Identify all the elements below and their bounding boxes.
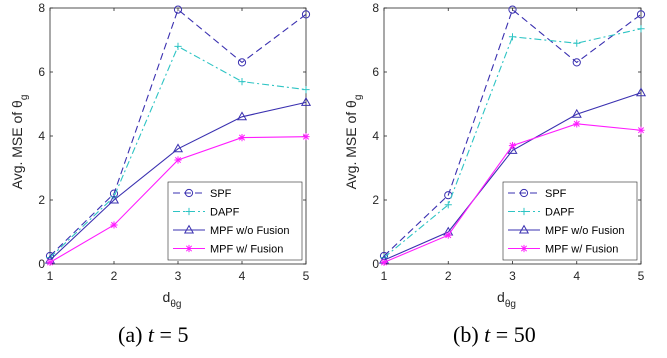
y-tick-label: 2 bbox=[372, 193, 379, 207]
legend-label: MPF w/ Fusion bbox=[545, 244, 618, 256]
data-point bbox=[380, 258, 388, 266]
data-point bbox=[302, 86, 310, 94]
y-tick-label: 0 bbox=[372, 257, 379, 271]
data-point bbox=[238, 78, 246, 86]
y-tick-label: 8 bbox=[372, 1, 379, 15]
data-point bbox=[108, 194, 120, 204]
data-point bbox=[237, 58, 247, 67]
data-point bbox=[236, 111, 248, 121]
data-point bbox=[172, 143, 184, 153]
data-point bbox=[573, 120, 581, 128]
y-tick-label: 2 bbox=[38, 193, 45, 207]
data-point bbox=[508, 33, 517, 41]
data-point bbox=[571, 108, 582, 118]
legend-marker bbox=[520, 244, 528, 253]
data-point bbox=[572, 58, 581, 67]
series-line bbox=[383, 92, 642, 261]
y-tick-label: 4 bbox=[372, 129, 379, 143]
x-tick-label: 3 bbox=[509, 269, 516, 283]
x-tick-label: 1 bbox=[47, 269, 54, 283]
data-point bbox=[508, 142, 517, 150]
legend: SPF DAPF MPF w/o Fusion MPF w/ Fusion bbox=[167, 181, 303, 261]
legend: SPF DAPF MPF w/o Fusion MPF w/ Fusion bbox=[502, 181, 638, 261]
chart-panel-1: 1 2 3 4 5 0 2 4 6 8 dθg Avg. MSE of θg SPF DAPF MPF w/… bbox=[343, 1, 647, 310]
legend-marker bbox=[519, 188, 529, 198]
legend-label: DAPF bbox=[545, 207, 575, 219]
data-point bbox=[636, 10, 646, 19]
data-point bbox=[301, 10, 311, 19]
legend-label: SPF bbox=[210, 188, 232, 200]
x-tick-label: 2 bbox=[111, 269, 118, 283]
legend-marker bbox=[184, 188, 194, 198]
data-point bbox=[573, 39, 581, 47]
x-tick-label: 1 bbox=[381, 269, 388, 283]
series-line bbox=[49, 8, 307, 257]
y-tick-label: 8 bbox=[38, 1, 45, 15]
data-point bbox=[110, 193, 118, 201]
data-point bbox=[508, 5, 517, 14]
y-tick-label: 4 bbox=[38, 129, 45, 143]
data-point bbox=[46, 258, 54, 266]
x-tick-label: 5 bbox=[638, 269, 645, 283]
legend-marker bbox=[520, 207, 528, 216]
legend-label: SPF bbox=[545, 188, 567, 200]
caption-b: (b) t = 50 bbox=[453, 322, 536, 347]
data-point bbox=[300, 96, 312, 106]
data-point bbox=[507, 144, 518, 154]
y-axis-label: Avg. MSE of θg bbox=[343, 95, 364, 190]
x-tick-label: 3 bbox=[175, 269, 182, 283]
legend-marker bbox=[183, 224, 195, 234]
data-point bbox=[110, 221, 118, 229]
x-axis-label: dθg bbox=[497, 289, 516, 310]
data-point bbox=[637, 25, 645, 33]
x-axis-label: dθg bbox=[163, 289, 182, 310]
legend-label: MPF w/o Fusion bbox=[210, 225, 289, 237]
data-point bbox=[635, 87, 647, 97]
y-axis-label: Avg. MSE of θg bbox=[9, 95, 30, 190]
legend-marker bbox=[185, 207, 193, 216]
series-mpf-w-fusion bbox=[46, 133, 310, 266]
series-mpf-w-fusion bbox=[380, 120, 645, 266]
data-point bbox=[637, 126, 645, 134]
chart-panel-0: 1 2 3 4 5 0 2 4 6 8 dθg Avg. MSE of θg SPF DAPF MPF w/… bbox=[9, 1, 312, 310]
caption-a: (a) t = 5 bbox=[118, 322, 189, 347]
data-point bbox=[174, 156, 182, 164]
y-tick-label: 0 bbox=[38, 257, 45, 271]
y-tick-label: 6 bbox=[372, 65, 379, 79]
x-tick-label: 2 bbox=[445, 269, 452, 283]
series-line bbox=[383, 8, 642, 257]
data-point bbox=[302, 133, 310, 141]
x-tick-label: 4 bbox=[239, 269, 246, 283]
series-mpf-w-o-fusion bbox=[378, 87, 647, 264]
series-line bbox=[49, 101, 307, 261]
x-tick-label: 5 bbox=[303, 269, 310, 283]
y-tick-label: 6 bbox=[38, 65, 45, 79]
x-tick-label: 4 bbox=[573, 269, 580, 283]
series-mpf-w-o-fusion bbox=[44, 96, 312, 264]
data-point bbox=[173, 5, 183, 14]
legend-marker bbox=[518, 224, 530, 234]
legend-label: MPF w/ Fusion bbox=[210, 244, 283, 256]
data-point bbox=[174, 42, 182, 50]
data-point bbox=[238, 134, 246, 142]
series-line bbox=[383, 28, 642, 259]
data-point bbox=[444, 231, 452, 239]
legend-label: MPF w/o Fusion bbox=[545, 225, 624, 237]
legend-label: DAPF bbox=[210, 207, 240, 219]
legend-marker bbox=[185, 244, 193, 253]
data-point bbox=[444, 201, 452, 209]
